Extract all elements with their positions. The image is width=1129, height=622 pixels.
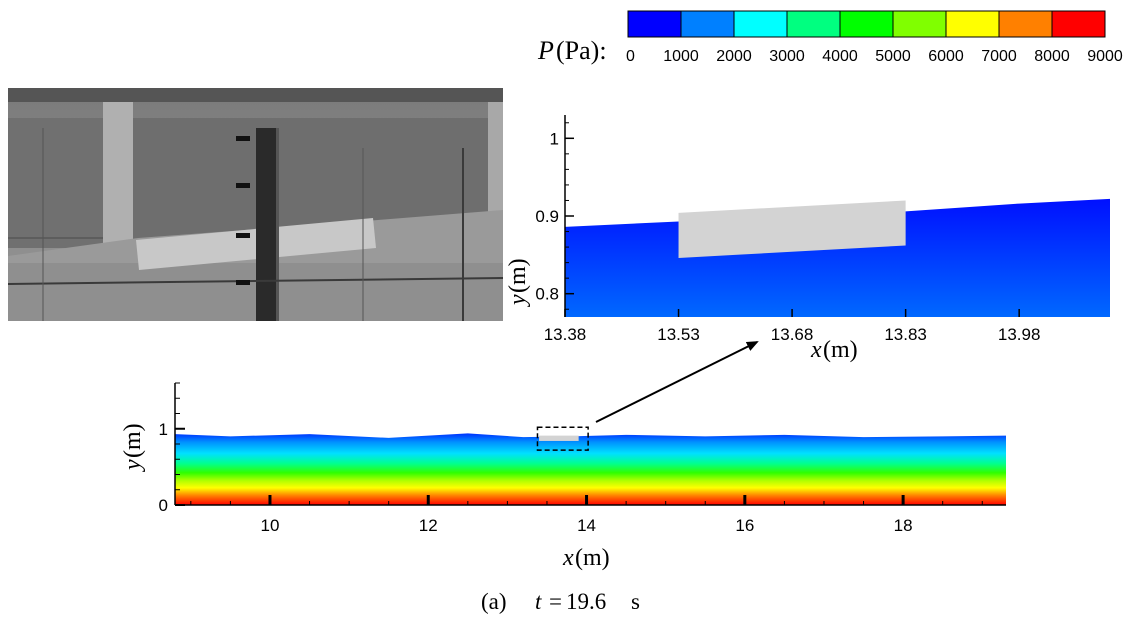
colorbar-swatch bbox=[1051, 10, 1106, 38]
colorbar-swatch bbox=[945, 10, 1000, 38]
main-x-tick-label: 10 bbox=[261, 516, 280, 535]
colorbar-swatch bbox=[733, 10, 788, 38]
experiment-photo bbox=[8, 88, 503, 321]
zoom-ylabel-var: y bbox=[505, 294, 531, 307]
colorbar-swatch bbox=[627, 10, 682, 38]
main-x-tick-label: 16 bbox=[735, 516, 754, 535]
caption-value: 19.6 bbox=[566, 589, 606, 614]
colorbar: 0 1000 2000 3000 4000 5000 6000 7000 8000 9000 P … bbox=[537, 10, 1123, 65]
colorbar-swatch bbox=[839, 10, 894, 38]
zoom-x-tick-label: 13.98 bbox=[998, 325, 1041, 344]
colorbar-swatch bbox=[998, 10, 1053, 38]
main-ylabel-var: y bbox=[120, 459, 146, 472]
main-xlabel-unit: (m) bbox=[575, 545, 610, 571]
zoom-arrow bbox=[595, 341, 759, 423]
main-chart: 0 1 10 12 14 16 18 x (m) y (m) bbox=[120, 382, 1006, 571]
caption-eq: = bbox=[549, 589, 562, 614]
zoom-x-tick-label: 13.53 bbox=[657, 325, 700, 344]
colorbar-tick-label: 7000 bbox=[981, 48, 1017, 65]
caption-var: t bbox=[535, 589, 542, 614]
colorbar-swatch bbox=[786, 10, 841, 38]
main-floating-body bbox=[539, 435, 579, 441]
main-y-tick-label: 1 bbox=[159, 420, 168, 439]
colorbar-tick-label: 5000 bbox=[875, 48, 911, 65]
main-x-tick-label: 18 bbox=[894, 516, 913, 535]
colorbar-swatch bbox=[680, 10, 735, 38]
zoom-y-tick-label: 1 bbox=[550, 129, 559, 148]
zoom-xlabel-unit: (m) bbox=[823, 337, 858, 363]
caption: (a) t = 19.6 s bbox=[481, 589, 640, 614]
zoom-y-tick-label: 0.8 bbox=[535, 285, 559, 304]
main-water-region bbox=[175, 433, 1006, 505]
colorbar-tick-label: 8000 bbox=[1034, 48, 1070, 65]
colorbar-tick-label: 2000 bbox=[716, 48, 752, 65]
caption-prefix: (a) bbox=[481, 589, 507, 614]
colorbar-tick-label: 9000 bbox=[1087, 48, 1123, 65]
colorbar-tick-label: 0 bbox=[626, 48, 635, 65]
colorbar-symbol: P bbox=[537, 36, 554, 65]
colorbar-unit-label: (Pa): bbox=[556, 36, 607, 65]
zoom-chart: 0.8 0.9 1 13.38 13.53 13.68 13.83 13.98 x (m) y… bbox=[505, 115, 1110, 363]
zoom-y-tick-label: 0.9 bbox=[535, 207, 559, 226]
colorbar-tick-label: 3000 bbox=[769, 48, 805, 65]
zoom-floating-body bbox=[678, 200, 906, 258]
colorbar-tick-label: 6000 bbox=[928, 48, 964, 65]
main-x-tick-label: 12 bbox=[419, 516, 438, 535]
main-ylabel-unit: (m) bbox=[120, 423, 146, 458]
zoom-x-tick-label: 13.83 bbox=[884, 325, 927, 344]
caption-unit: s bbox=[631, 589, 640, 614]
colorbar-swatch bbox=[892, 10, 947, 38]
zoom-xlabel-var: x bbox=[810, 337, 822, 363]
zoom-x-tick-label: 13.68 bbox=[771, 325, 814, 344]
colorbar-tick-label: 1000 bbox=[663, 48, 699, 65]
zoom-x-tick-label: 13.38 bbox=[544, 325, 587, 344]
colorbar-tick-label: 4000 bbox=[822, 48, 858, 65]
zoom-ylabel-unit: (m) bbox=[505, 258, 531, 293]
main-y-tick-label: 0 bbox=[159, 496, 168, 515]
main-xlabel-var: x bbox=[562, 545, 574, 571]
main-x-tick-label: 14 bbox=[577, 516, 596, 535]
zoom-region-box bbox=[536, 426, 589, 451]
